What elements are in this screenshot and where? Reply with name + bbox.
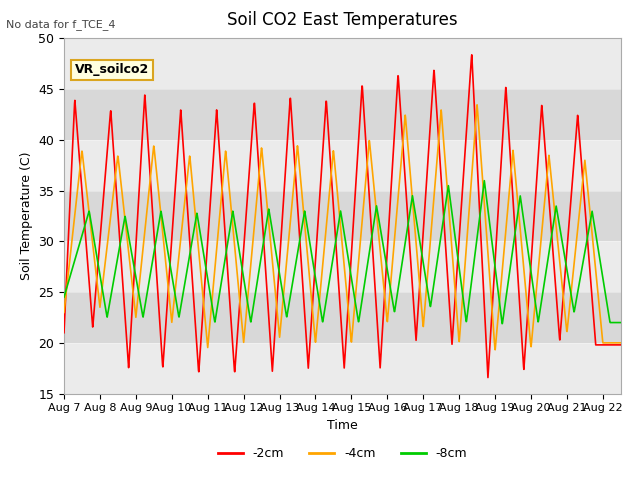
Text: VR_soilco2: VR_soilco2 (75, 63, 149, 76)
Bar (64, 241, 621, 292)
Bar (64, 38, 621, 89)
Y-axis label: Soil Temperature (C): Soil Temperature (C) (20, 152, 33, 280)
Text: No data for f_TCE_4: No data for f_TCE_4 (6, 19, 116, 30)
Bar (64, 140, 621, 191)
Title: Soil CO2 East Temperatures: Soil CO2 East Temperatures (227, 11, 458, 28)
Bar (64, 191, 621, 241)
Bar (64, 89, 621, 140)
Bar (64, 292, 621, 343)
Bar (64, 343, 621, 394)
Legend: -2cm, -4cm, -8cm: -2cm, -4cm, -8cm (212, 443, 472, 466)
X-axis label: Time: Time (327, 419, 358, 432)
